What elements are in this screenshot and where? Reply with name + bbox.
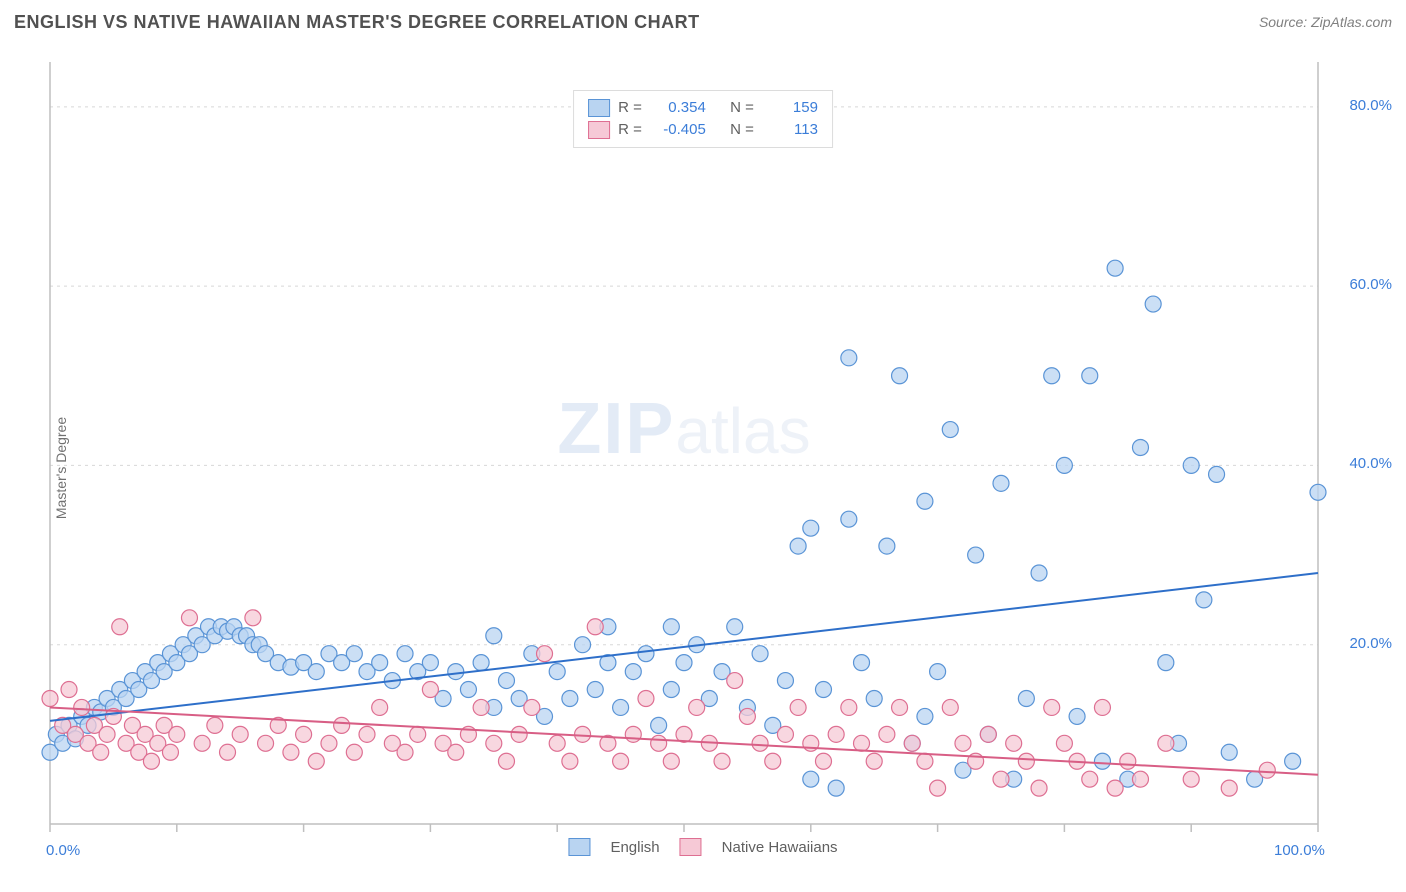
svg-text:ZIPatlas: ZIPatlas: [557, 389, 810, 469]
n-value-hawaiian: 113: [762, 119, 818, 141]
legend-label-hawaiian: Native Hawaiians: [722, 839, 838, 856]
n-label: N =: [730, 119, 754, 141]
x-axis-max-label: 100.0%: [1274, 842, 1325, 859]
y-tick-label: 40.0%: [1349, 455, 1392, 472]
legend-swatch-english: [568, 838, 590, 856]
legend-swatch-hawaiian: [680, 838, 702, 856]
scatter-chart: ZIPatlas: [0, 44, 1406, 892]
r-value-english: 0.354: [650, 97, 706, 119]
stats-row-english: R = 0.354 N = 159: [588, 97, 818, 119]
r-value-hawaiian: -0.405: [650, 119, 706, 141]
stats-legend: R = 0.354 N = 159 R = -0.405 N = 113: [573, 90, 833, 148]
r-label: R =: [618, 119, 642, 141]
n-label: N =: [730, 97, 754, 119]
y-axis-label: Master's Degree: [53, 417, 69, 519]
series-legend: English Native Hawaiians: [568, 838, 837, 856]
n-value-english: 159: [762, 97, 818, 119]
plot-area: Master's Degree ZIPatlas R = 0.354 N = 1…: [0, 44, 1406, 892]
chart-title: ENGLISH VS NATIVE HAWAIIAN MASTER'S DEGR…: [14, 12, 700, 33]
legend-label-english: English: [610, 839, 659, 856]
chart-header: ENGLISH VS NATIVE HAWAIIAN MASTER'S DEGR…: [0, 0, 1406, 44]
r-label: R =: [618, 97, 642, 119]
y-tick-label: 20.0%: [1349, 635, 1392, 652]
source-attribution: Source: ZipAtlas.com: [1259, 14, 1392, 30]
x-axis-min-label: 0.0%: [46, 842, 80, 859]
y-tick-label: 60.0%: [1349, 276, 1392, 293]
swatch-hawaiian: [588, 121, 610, 139]
swatch-english: [588, 99, 610, 117]
y-tick-label: 80.0%: [1349, 97, 1392, 114]
stats-row-hawaiian: R = -0.405 N = 113: [588, 119, 818, 141]
